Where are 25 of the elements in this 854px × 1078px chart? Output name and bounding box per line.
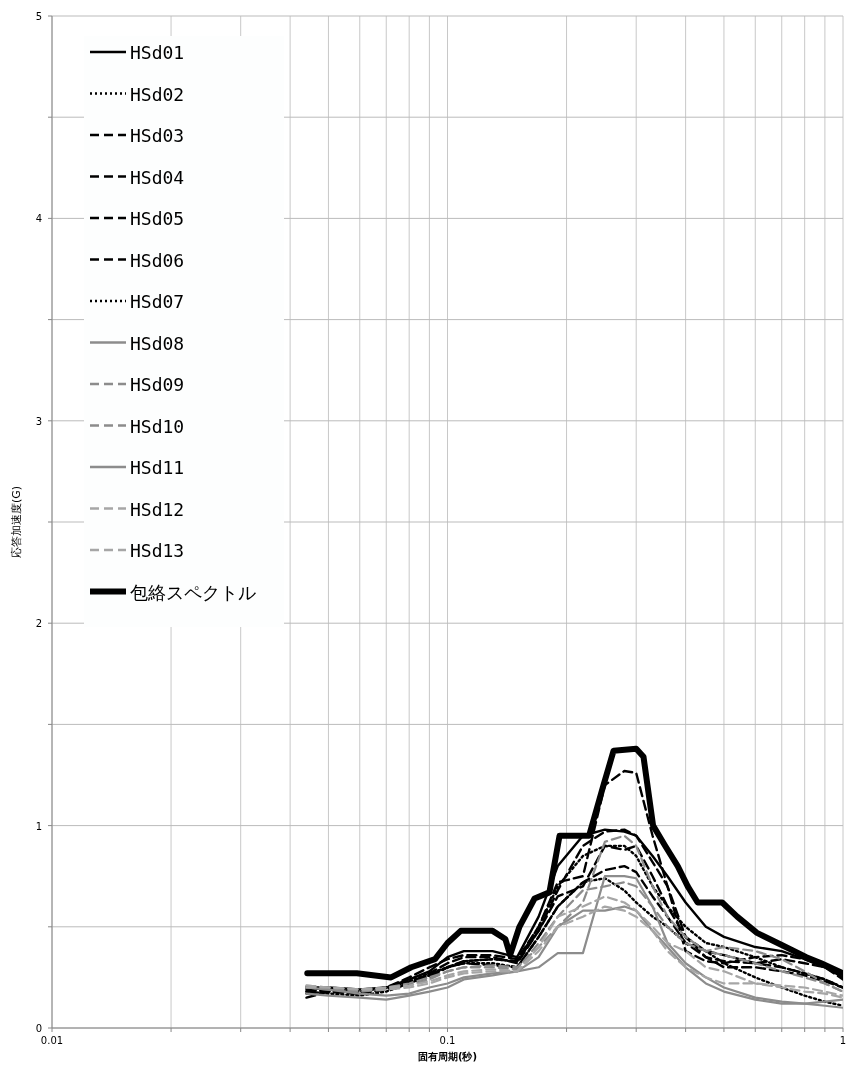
legend-label: 包絡スペクトル bbox=[130, 581, 256, 603]
x-tick-label: 1 bbox=[839, 1035, 847, 1046]
y-tick-label: 0 bbox=[35, 1023, 42, 1034]
y-tick-label: 3 bbox=[35, 415, 42, 427]
legend-label: HSd04 bbox=[130, 166, 185, 188]
legend-label: HSd07 bbox=[130, 291, 185, 312]
legend-label: HSd05 bbox=[130, 208, 185, 229]
y-tick-label: 2 bbox=[35, 618, 42, 630]
legend-label: HSd06 bbox=[130, 249, 185, 271]
legend-label: HSd12 bbox=[130, 498, 185, 520]
legend-label: HSd03 bbox=[130, 125, 185, 146]
x-tick-label: 0.1 bbox=[439, 1035, 456, 1046]
x-tick-label: 0.01 bbox=[40, 1035, 64, 1046]
y-tick-label: 5 bbox=[35, 11, 42, 22]
legend-label: HSd11 bbox=[130, 457, 185, 478]
legend-label: HSd01 bbox=[130, 42, 185, 63]
legend-label: HSd13 bbox=[130, 540, 185, 561]
legend-label: HSd02 bbox=[130, 83, 185, 105]
legend-label: HSd08 bbox=[130, 332, 185, 354]
y-tick-label: 4 bbox=[35, 213, 42, 225]
y-tick-label: 1 bbox=[35, 820, 42, 832]
x-axis-title: 固有周期(秒) bbox=[417, 1051, 478, 1062]
y-axis-title: 応答加速度(G) bbox=[10, 485, 23, 559]
legend-label: HSd10 bbox=[130, 415, 185, 437]
legend-label: HSd09 bbox=[130, 374, 185, 395]
